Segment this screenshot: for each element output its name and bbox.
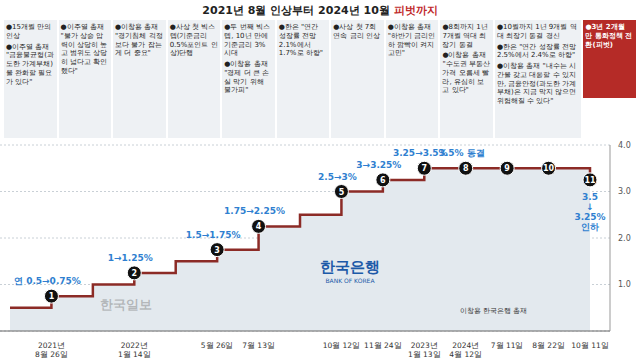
svg-text:8월 22일: 8월 22일 — [532, 341, 565, 350]
svg-text:3.25%: 3.25% — [574, 212, 605, 222]
html-text:BANK OF KOREA: BANK OF KOREA — [325, 277, 375, 284]
svg-text:1.5→1.75%: 1.5→1.75% — [186, 230, 241, 240]
html-text:●이창용 총재 "내수는 시간을 갖고 대응할 수 있지만,: ●이창용 총재 "내수는 시간을 갖고 대응할 수 있지만, 금융안정(과도한 … — [496, 62, 577, 105]
svg-text:5: 5 — [339, 188, 345, 197]
html-text:●이창용 총재 "하반기 금리인하 깜빡이 켜지 고민": ●이창용 총재 "하반기 금리인하 깜빡이 켜지 고민" — [387, 23, 436, 58]
html-text:한국일보: 한국일보 — [100, 297, 152, 312]
svg-text:3: 3 — [214, 246, 220, 255]
html-text:●한은 "연간 성장률 전망 2.5%에서 2.4%로 하향: ●한은 "연간 성장률 전망 2.5%에서 2.4%로 하향" — [496, 42, 576, 60]
svg-text:2.5→3%: 2.5→3% — [318, 172, 357, 182]
html-text:●사상 첫 7회 연속 금리 인상: ●사상 첫 7회 연속 금리 인상 — [333, 23, 380, 40]
svg-text:2.0: 2.0 — [618, 234, 631, 243]
svg-text:9: 9 — [504, 164, 510, 173]
svg-text:1월 14일: 1월 14일 — [118, 350, 151, 359]
svg-text:7월 13일: 7월 13일 — [242, 341, 275, 350]
html-text:●한은 "연간 성장률 전망 2.1%에서 1.7%로 하향: ●한은 "연간 성장률 전망 2.1%에서 1.7%로 하향" — [278, 23, 323, 58]
html-text:●이창용 총재 "수도권 부동산 가격 오름세 빨라, 유심: ●이창용 총재 "수도권 부동산 가격 오름세 빨라, 유심히 보고 있다" — [442, 51, 490, 95]
svg-text:1월 13일: 1월 13일 — [408, 350, 441, 359]
html-text:●8회까지 1년 7개월 역대 최장기 동결: ●8회까지 1년 7개월 역대 최장기 동결 — [442, 23, 488, 49]
html-text:●두 번째 빅스텝, 10년 만에 기준금리 3% 시대: ●두 번째 빅스텝, 10년 만에 기준금리 3% 시대 — [224, 23, 270, 58]
svg-text:5월 26일: 5월 26일 — [201, 341, 234, 350]
svg-text:6: 6 — [380, 176, 386, 185]
svg-text:1.75→2.25%: 1.75→2.25% — [224, 206, 285, 216]
svg-text:2023년: 2023년 — [411, 341, 438, 350]
html-text:●15개월 만의 인상: ●15개월 만의 인상 — [6, 23, 52, 40]
svg-text:8월 26일: 8월 26일 — [35, 350, 68, 359]
svg-text:↓: ↓ — [586, 202, 594, 212]
svg-text:2022년: 2022년 — [121, 341, 148, 350]
svg-text:4월 12일: 4월 12일 — [449, 350, 482, 359]
html-text:●이주열 총재 "금융불균형(과도한 가계부채)을 완화할: ●이주열 총재 "금융불균형(과도한 가계부채)을 완화할 필요가 있다" — [6, 42, 54, 86]
svg-text:1.0: 1.0 — [618, 280, 631, 289]
svg-text:3→3.25%: 3→3.25% — [356, 160, 401, 170]
svg-text:연 0.5→0.75%: 연 0.5→0.75% — [14, 276, 81, 286]
svg-text:3.5% 동결: 3.5% 동결 — [439, 148, 485, 158]
svg-text:7월 11일: 7월 11일 — [491, 341, 524, 350]
svg-text:2024년: 2024년 — [452, 341, 479, 350]
html-text:한국은행: 한국은행 — [320, 258, 380, 276]
html-text:●이창용 총재 "경제 더 큰 손실 막기 위해 불가피": ●이창용 총재 "경제 더 큰 손실 막기 위해 불가피" — [224, 60, 270, 95]
svg-text:2: 2 — [131, 269, 137, 278]
svg-text:10월 11일: 10월 11일 — [571, 341, 608, 350]
svg-text:10: 10 — [543, 164, 555, 173]
svg-text:11: 11 — [584, 176, 596, 185]
svg-text:4.0: 4.0 — [618, 141, 631, 150]
html-text:●10월까지 1년 9개월 역대 최장기 동결 경신: ●10월까지 1년 9개월 역대 최장기 동결 경신 — [496, 23, 577, 40]
html-text:2021년 8월 인상부터 2024년 10월피벗까지: 2021년 8월 인상부터 2024년 10월피벗까지 — [202, 4, 438, 17]
svg-text:3.25→3.5%: 3.25→3.5% — [392, 148, 448, 159]
svg-text:인하: 인하 — [581, 222, 599, 232]
html-text:●3년 2개월 만 통화정책 전환(피벗): ●3년 2개월 만 통화정책 전환(피벗) — [585, 23, 633, 49]
html-text:이창용 한국은행 총재: 이창용 한국은행 총재 — [460, 307, 528, 315]
html-text:●이창용 총재 "경기침체 걱정보다 물가 잡는 게 더 중: ●이창용 총재 "경기침체 걱정보다 물가 잡는 게 더 중요" — [115, 23, 163, 58]
svg-text:3.0: 3.0 — [618, 187, 631, 196]
svg-text:4: 4 — [256, 222, 262, 231]
html-text:●사상 첫 빅스텝(기준금리 0.5%포인트 인상)단행: ●사상 첫 빅스텝(기준금리 0.5%포인트 인상)단행 — [169, 23, 218, 58]
svg-text:8: 8 — [463, 164, 469, 173]
svg-text:10월 12일: 10월 12일 — [323, 341, 360, 350]
svg-text:7: 7 — [421, 164, 427, 173]
svg-text:3.5: 3.5 — [582, 192, 598, 202]
html-text:●이주열 총재 "물가 상승 압력이 상당히 높고 범위도: ●이주열 총재 "물가 상승 압력이 상당히 높고 범위도 상당히 넓다고 확인… — [60, 23, 107, 75]
svg-text:1: 1 — [49, 292, 55, 301]
svg-text:2021년: 2021년 — [38, 341, 65, 350]
svg-text:1→1.25%: 1→1.25% — [108, 253, 153, 263]
svg-text:11월 24일: 11월 24일 — [364, 341, 401, 350]
